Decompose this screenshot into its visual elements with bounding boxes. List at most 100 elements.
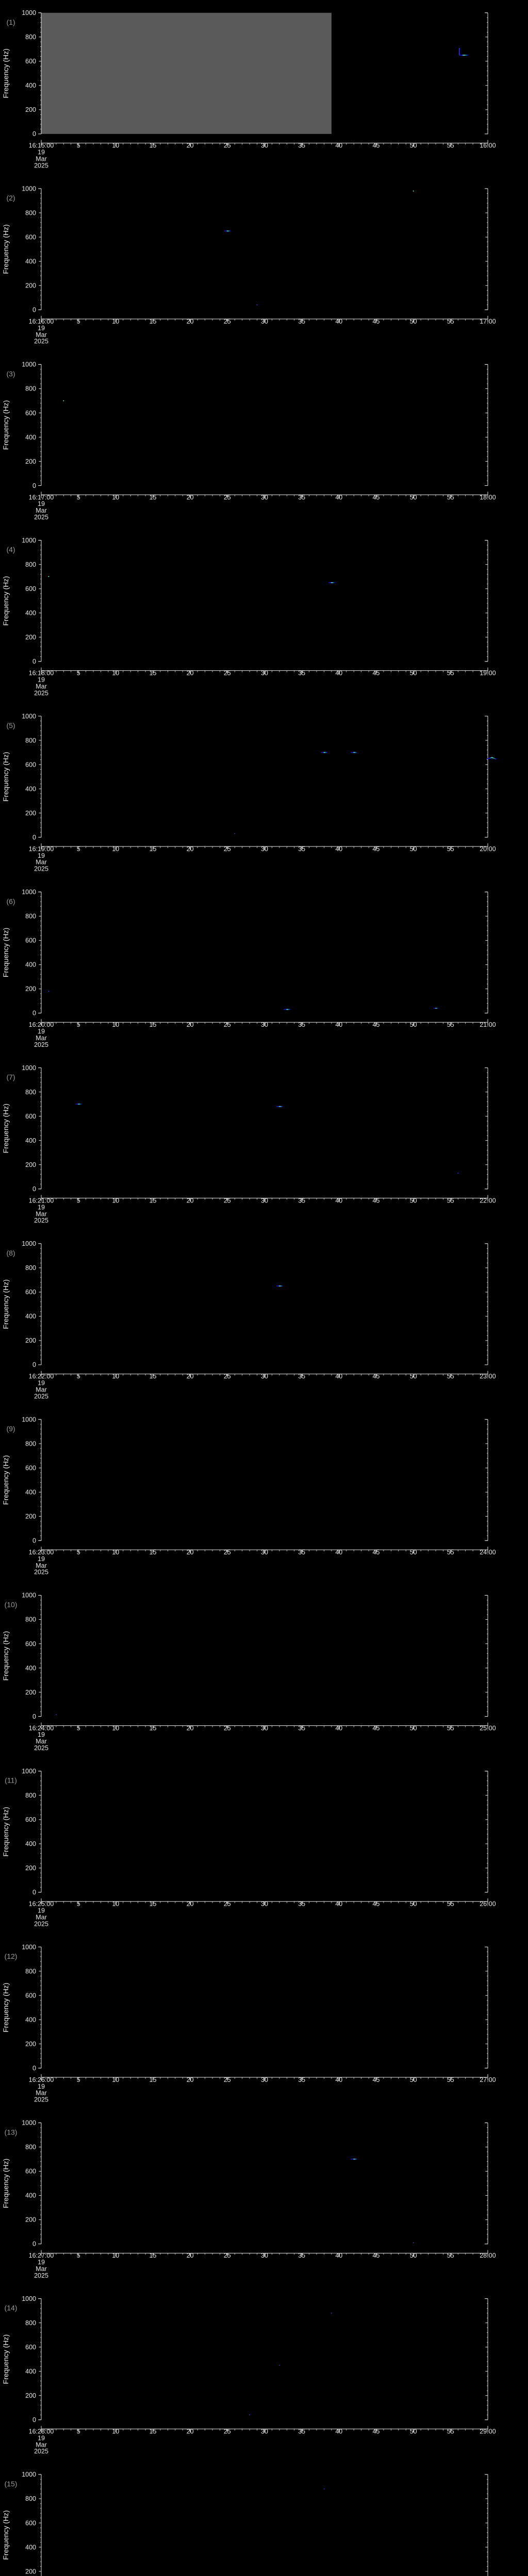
svg-text:200: 200 <box>25 282 36 289</box>
svg-text:Mar: Mar <box>36 156 47 163</box>
svg-text:15: 15 <box>150 2428 157 2435</box>
svg-text:19: 19 <box>38 1380 45 1387</box>
svg-text:40: 40 <box>335 2428 342 2435</box>
svg-text:10: 10 <box>112 2252 119 2259</box>
svg-text:1000: 1000 <box>22 2295 36 2302</box>
svg-text:Frequency (Hz): Frequency (Hz) <box>2 224 10 274</box>
svg-text:0: 0 <box>32 1010 36 1017</box>
svg-text:Mar: Mar <box>36 1386 47 1394</box>
svg-text:25: 25 <box>224 1901 231 1908</box>
svg-text:800: 800 <box>25 561 36 568</box>
svg-text:16:26:00: 16:26:00 <box>29 2076 54 2083</box>
svg-text:2025: 2025 <box>34 2272 48 2279</box>
svg-text:400: 400 <box>25 785 36 792</box>
svg-text:400: 400 <box>25 2192 36 2199</box>
svg-text:Frequency (Hz): Frequency (Hz) <box>2 1807 10 1856</box>
svg-text:25: 25 <box>224 318 231 325</box>
svg-text:10: 10 <box>112 142 119 149</box>
svg-text:1000: 1000 <box>22 9 36 16</box>
svg-text:35: 35 <box>298 1724 305 1732</box>
svg-text:19: 19 <box>38 1555 45 1563</box>
svg-text:400: 400 <box>25 609 36 617</box>
svg-text:40: 40 <box>335 845 342 853</box>
svg-text:16:24:00: 16:24:00 <box>29 1724 54 1732</box>
svg-text:55: 55 <box>447 142 454 149</box>
svg-text:25: 25 <box>224 1373 231 1380</box>
svg-text:20: 20 <box>187 494 194 501</box>
svg-text:17:00: 17:00 <box>480 318 496 325</box>
svg-text:10: 10 <box>112 2076 119 2083</box>
svg-text:0: 0 <box>32 1889 36 1896</box>
svg-text:200: 200 <box>25 2040 36 2047</box>
svg-text:Frequency (Hz): Frequency (Hz) <box>2 2334 10 2384</box>
svg-text:Mar: Mar <box>36 2441 47 2448</box>
svg-text:50: 50 <box>410 1373 417 1380</box>
svg-text:400: 400 <box>25 2016 36 2023</box>
svg-text:16:18:00: 16:18:00 <box>29 670 54 677</box>
svg-text:200: 200 <box>25 2392 36 2399</box>
svg-text:5: 5 <box>77 670 80 677</box>
svg-text:(10): (10) <box>5 1600 18 1608</box>
svg-text:25: 25 <box>224 1724 231 1732</box>
svg-text:25: 25 <box>224 845 231 853</box>
svg-text:200: 200 <box>25 634 36 641</box>
svg-text:800: 800 <box>25 2319 36 2327</box>
svg-text:25: 25 <box>224 2252 231 2259</box>
svg-text:Mar: Mar <box>36 331 47 338</box>
svg-text:45: 45 <box>373 2428 380 2435</box>
svg-text:55: 55 <box>447 1021 454 1028</box>
svg-text:5: 5 <box>77 142 80 149</box>
svg-text:50: 50 <box>410 142 417 149</box>
svg-text:55: 55 <box>447 845 454 853</box>
svg-text:2025: 2025 <box>34 1920 48 1927</box>
svg-text:16:25:00: 16:25:00 <box>29 1901 54 1908</box>
svg-text:35: 35 <box>298 1021 305 1028</box>
svg-text:40: 40 <box>335 494 342 501</box>
svg-text:35: 35 <box>298 1901 305 1908</box>
svg-text:15: 15 <box>150 670 157 677</box>
svg-text:Frequency (Hz): Frequency (Hz) <box>2 1279 10 1329</box>
svg-text:200: 200 <box>25 986 36 993</box>
svg-text:20: 20 <box>187 845 194 853</box>
svg-text:55: 55 <box>447 1197 454 1204</box>
svg-text:30: 30 <box>261 2428 268 2435</box>
svg-text:16:20:00: 16:20:00 <box>29 1021 54 1028</box>
svg-text:19: 19 <box>38 325 45 332</box>
svg-text:5: 5 <box>77 1901 80 1908</box>
svg-text:16:17:00: 16:17:00 <box>29 494 54 501</box>
svg-text:600: 600 <box>25 2519 36 2527</box>
svg-text:16:28:00: 16:28:00 <box>29 2428 54 2435</box>
svg-text:19: 19 <box>38 1204 45 1211</box>
svg-text:10: 10 <box>112 1901 119 1908</box>
svg-text:50: 50 <box>410 845 417 853</box>
svg-text:10: 10 <box>112 2428 119 2435</box>
svg-text:20: 20 <box>187 2076 194 2083</box>
svg-text:20:00: 20:00 <box>480 845 496 853</box>
svg-text:25: 25 <box>224 670 231 677</box>
svg-text:15: 15 <box>150 318 157 325</box>
svg-text:19: 19 <box>38 2259 45 2266</box>
svg-text:Mar: Mar <box>36 507 47 514</box>
svg-text:400: 400 <box>25 1137 36 1144</box>
svg-text:22:00: 22:00 <box>480 1197 496 1204</box>
svg-text:30: 30 <box>261 1197 268 1204</box>
svg-text:50: 50 <box>410 1549 417 1556</box>
svg-text:55: 55 <box>447 1549 454 1556</box>
svg-text:600: 600 <box>25 761 36 768</box>
svg-text:45: 45 <box>373 1373 380 1380</box>
svg-text:29:00: 29:00 <box>480 2428 496 2435</box>
svg-text:25: 25 <box>224 494 231 501</box>
svg-text:40: 40 <box>335 318 342 325</box>
svg-text:2025: 2025 <box>34 338 48 345</box>
svg-text:19: 19 <box>38 2083 45 2090</box>
svg-text:200: 200 <box>25 458 36 465</box>
svg-text:16:00: 16:00 <box>480 142 496 149</box>
svg-text:(2): (2) <box>6 194 15 202</box>
svg-text:50: 50 <box>410 318 417 325</box>
svg-text:15: 15 <box>150 1021 157 1028</box>
svg-text:30: 30 <box>261 1021 268 1028</box>
svg-text:55: 55 <box>447 2428 454 2435</box>
svg-text:(5): (5) <box>6 721 15 730</box>
svg-text:35: 35 <box>298 670 305 677</box>
svg-text:Frequency (Hz): Frequency (Hz) <box>2 400 10 450</box>
